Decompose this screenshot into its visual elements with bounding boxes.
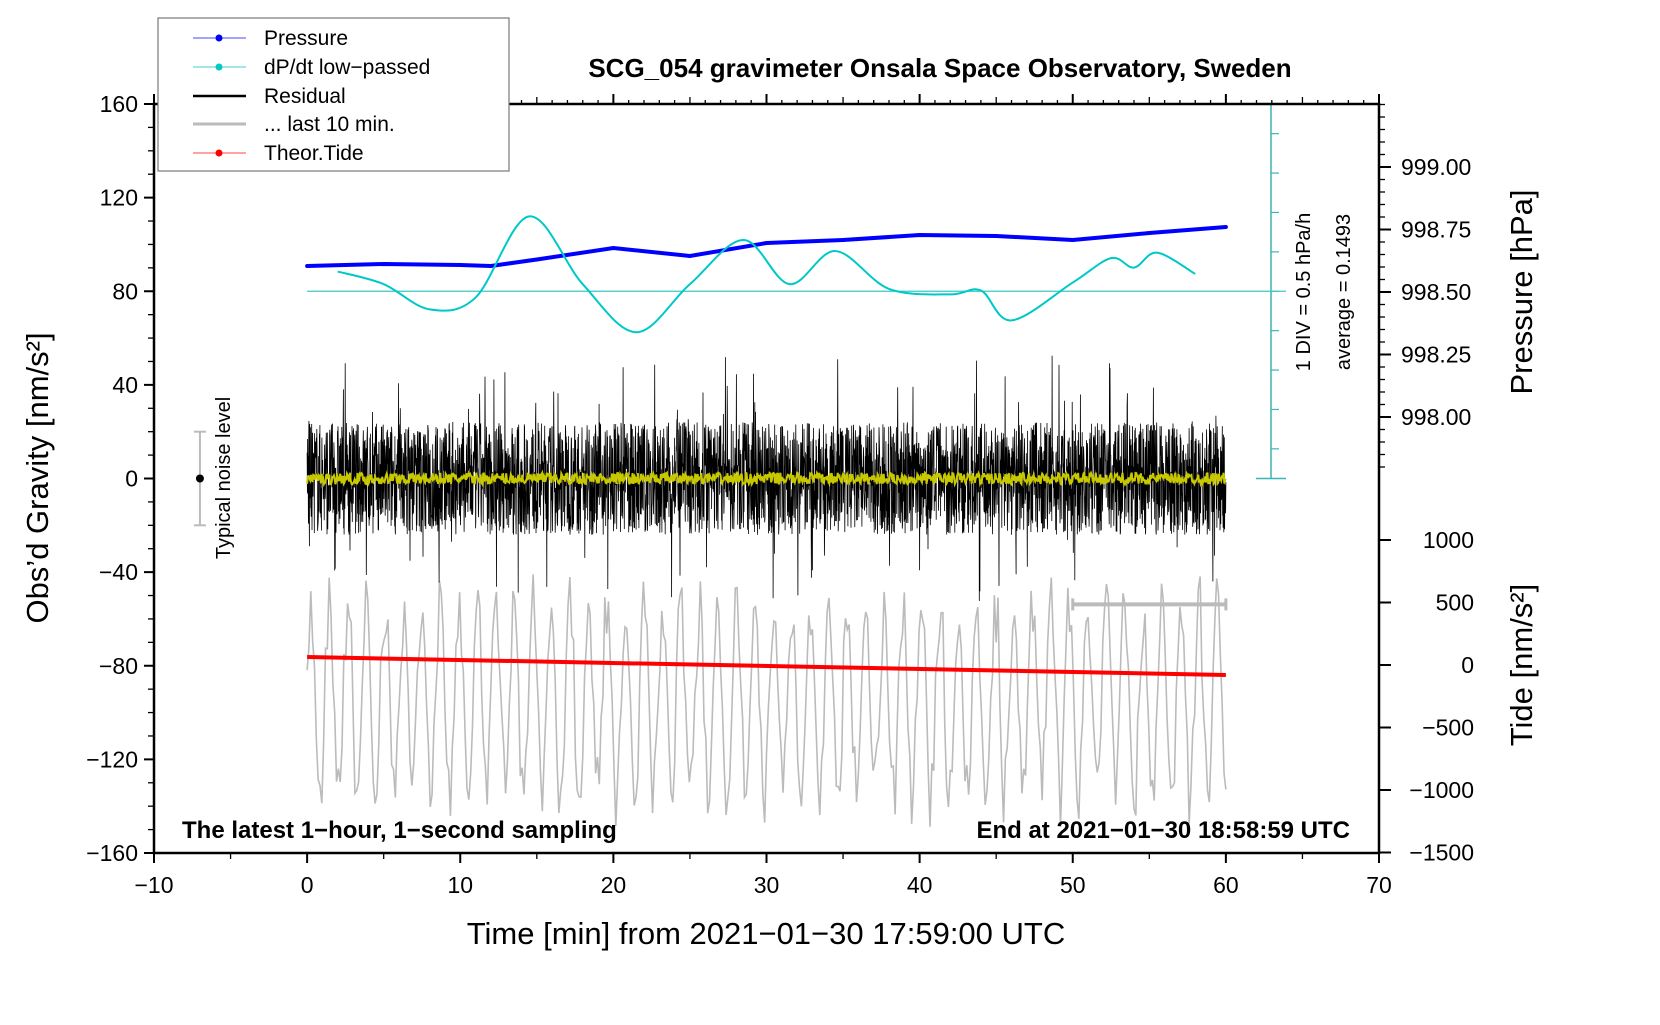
pressure-tick-label: 998.25 bbox=[1401, 342, 1471, 368]
pressure-point bbox=[458, 263, 463, 267]
pressure-point bbox=[764, 241, 769, 245]
legend-label-residual: Residual bbox=[264, 85, 346, 108]
y-tick-label: 120 bbox=[100, 185, 138, 211]
x-tick-label: 60 bbox=[1213, 872, 1239, 898]
pressure-tick-label: 998.75 bbox=[1401, 217, 1471, 243]
tide-tick-label: −1500 bbox=[1409, 840, 1474, 866]
pressure-point bbox=[611, 246, 616, 250]
x-tick-label: 50 bbox=[1060, 872, 1086, 898]
y-tick-label: −80 bbox=[99, 653, 138, 679]
pressure-point bbox=[994, 234, 999, 238]
legend: Pressure dP/dt low−passed Residual ... l… bbox=[157, 17, 510, 172]
pressure-series-line bbox=[307, 225, 1227, 269]
last10-series-line bbox=[306, 574, 1227, 827]
div-label: 1 DIV = 0.5 hPa/h bbox=[1293, 213, 1315, 371]
noise-level-point bbox=[195, 474, 204, 483]
y-tick-label: −40 bbox=[99, 559, 138, 585]
average-label: average = 0.1493 bbox=[1333, 214, 1355, 370]
residual-filtered-line bbox=[306, 469, 1227, 488]
plot-frame bbox=[152, 102, 1381, 855]
x-tick-label: 0 bbox=[301, 872, 314, 898]
pressure-point bbox=[534, 257, 539, 262]
pressure-point bbox=[1223, 225, 1228, 229]
tide-tick-label: 0 bbox=[1461, 652, 1474, 678]
legend-tide-marker bbox=[215, 149, 223, 157]
pressure-point bbox=[841, 238, 846, 242]
x-tick-label: 20 bbox=[601, 872, 627, 898]
tide-series-line bbox=[307, 655, 1226, 677]
x-tick-label: 40 bbox=[907, 872, 933, 898]
legend-label-last10: ... last 10 min. bbox=[264, 113, 395, 136]
x-tick-label: 30 bbox=[754, 872, 780, 898]
tide-axis-label: Tide [nm/s²] bbox=[1504, 584, 1539, 747]
pressure-point bbox=[687, 254, 692, 258]
x-tick-label: 10 bbox=[447, 872, 473, 898]
tide-tick-label: 1000 bbox=[1423, 527, 1474, 553]
legend-label-tide: Theor.Tide bbox=[264, 142, 364, 165]
axes-ticks: −10 0 10 20 30 40 50 60 70 160 120 80 40 0 −40 −80 −120 −… bbox=[86, 91, 1474, 898]
chart-title: SCG_054 gravimeter Onsala Space Observat… bbox=[588, 53, 1291, 83]
legend-pressure-marker bbox=[215, 34, 223, 42]
tide-tick-label: 500 bbox=[1436, 590, 1474, 616]
chart-marks bbox=[193, 103, 1286, 827]
dpdt-series-line bbox=[337, 215, 1196, 334]
legend-label-dpdt: dP/dt low−passed bbox=[264, 56, 430, 79]
pressure-tick-label: 998.50 bbox=[1401, 279, 1471, 305]
end-time-note: End at 2021−01−30 18:58:59 UTC bbox=[976, 817, 1350, 844]
x-tick-label: −10 bbox=[134, 872, 173, 898]
tide-tick-label: −500 bbox=[1422, 715, 1474, 741]
pressure-tick-label: 998.00 bbox=[1401, 404, 1471, 430]
y-tick-label: 160 bbox=[100, 91, 138, 117]
y-tick-label: 0 bbox=[125, 466, 138, 492]
y-tick-label: 80 bbox=[112, 278, 138, 304]
pressure-point bbox=[488, 264, 493, 268]
pressure-axis-label: Pressure [hPa] bbox=[1504, 189, 1539, 394]
pressure-point bbox=[305, 264, 310, 268]
pressure-point bbox=[917, 233, 922, 237]
y-tick-label: −120 bbox=[86, 746, 138, 772]
x-axis-label: Time [min] from 2021−01−30 17:59:00 UTC bbox=[467, 916, 1066, 951]
latest-hour-note: The latest 1−hour, 1−second sampling bbox=[182, 817, 617, 844]
pressure-tick-label: 999.00 bbox=[1401, 154, 1471, 180]
y-tick-label: 40 bbox=[112, 372, 138, 398]
residual-series-line bbox=[306, 355, 1227, 602]
legend-label-pressure: Pressure bbox=[264, 27, 348, 50]
pressure-point bbox=[381, 262, 386, 266]
pressure-point bbox=[1147, 231, 1152, 235]
y-tick-label: −160 bbox=[86, 840, 138, 866]
y-axis-label: Obs’d Gravity [nm/s²] bbox=[20, 332, 55, 623]
noise-level-label: Typical noise level bbox=[213, 397, 235, 559]
pressure-point bbox=[1070, 238, 1075, 242]
legend-dpdt-marker bbox=[215, 63, 223, 71]
x-tick-label: 70 bbox=[1366, 872, 1392, 898]
tide-tick-label: −1000 bbox=[1409, 777, 1474, 803]
